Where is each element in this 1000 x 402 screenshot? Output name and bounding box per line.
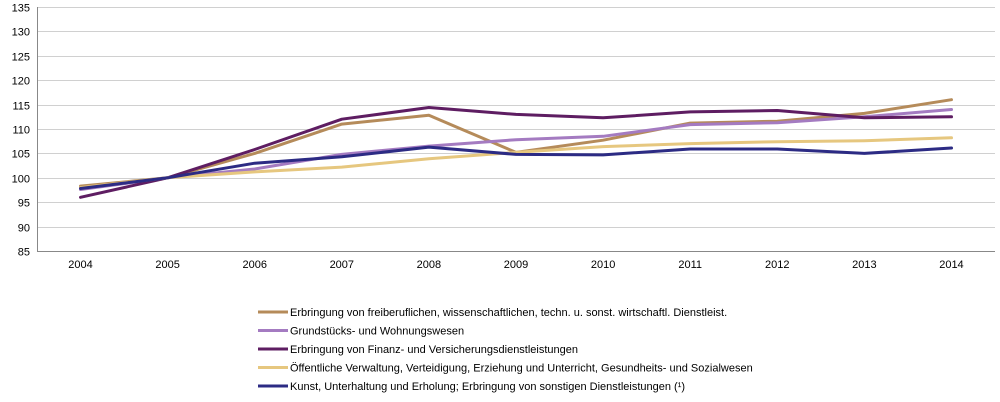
legend: Erbringung von freiberuflichen, wissensc… <box>258 307 753 393</box>
x-tick-label: 2004 <box>68 259 92 271</box>
x-tick-labels: 2004 2005 2006 2007 2008 2009 2010 2011 2012 2013… <box>68 259 963 271</box>
x-tick-label: 2011 <box>678 259 702 271</box>
y-tick-label: 105 <box>12 149 30 161</box>
series-line-2 <box>79 108 953 191</box>
x-tick-label: 2007 <box>330 259 354 271</box>
legend-label: Erbringung von freiberuflichen, wissensc… <box>290 307 727 319</box>
series-line-3 <box>79 106 953 199</box>
legend-label: Grundstücks- und Wohnungswesen <box>290 326 464 338</box>
x-tick-label: 2014 <box>939 259 963 271</box>
x-tick-label: 2010 <box>591 259 615 271</box>
y-tick-label: 95 <box>18 198 30 210</box>
y-tick-label: 110 <box>12 125 30 137</box>
y-tick-label: 90 <box>18 223 30 235</box>
x-tick-label: 2005 <box>155 259 179 271</box>
y-tick-label: 100 <box>12 174 30 186</box>
legend-label: Erbringung von Finanz- und Versicherungs… <box>290 344 578 356</box>
x-tick-label: 2012 <box>765 259 789 271</box>
series-line-5 <box>79 145 953 190</box>
y-tick-label: 85 <box>18 247 30 259</box>
series-lines <box>79 98 953 199</box>
y-tick-label: 135 <box>12 3 30 15</box>
series-line-4 <box>79 136 953 190</box>
x-tick-label: 2009 <box>504 259 528 271</box>
y-tick-label: 120 <box>12 76 30 88</box>
y-tick-label: 125 <box>12 52 30 64</box>
y-tick-label: 130 <box>12 27 30 39</box>
gridlines <box>37 7 995 228</box>
y-tick-label: 115 <box>12 101 30 113</box>
legend-label: Kunst, Unterhaltung und Erholung; Erbrin… <box>290 381 685 393</box>
legend-label: Öffentliche Verwaltung, Verteidigung, Er… <box>290 363 753 375</box>
x-tick-label: 2013 <box>852 259 876 271</box>
x-tick-label: 2006 <box>242 259 266 271</box>
y-tick-labels: 85 90 95 100 105 110 115 120 125 130 135 <box>12 3 30 259</box>
axes <box>37 7 995 252</box>
x-tick-label: 2008 <box>417 259 441 271</box>
